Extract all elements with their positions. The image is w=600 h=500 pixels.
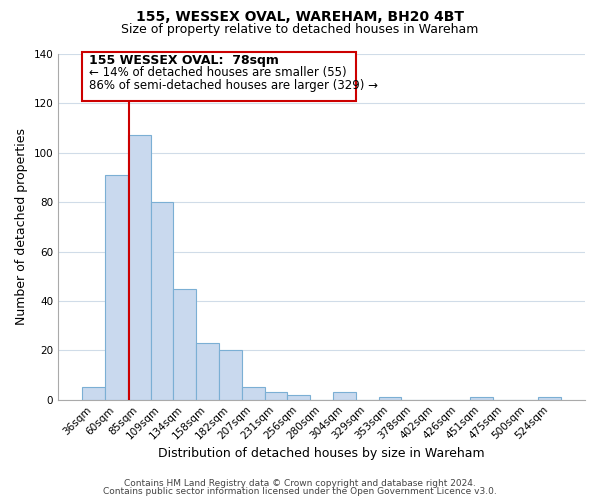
Text: Contains public sector information licensed under the Open Government Licence v3: Contains public sector information licen…	[103, 487, 497, 496]
Bar	[82, 388, 105, 400]
Bar	[287, 395, 310, 400]
Bar	[242, 388, 265, 400]
Text: 155, WESSEX OVAL, WAREHAM, BH20 4BT: 155, WESSEX OVAL, WAREHAM, BH20 4BT	[136, 10, 464, 24]
Text: ← 14% of detached houses are smaller (55): ← 14% of detached houses are smaller (55…	[89, 66, 347, 80]
Text: Size of property relative to detached houses in Wareham: Size of property relative to detached ho…	[121, 22, 479, 36]
Bar	[470, 398, 493, 400]
Y-axis label: Number of detached properties: Number of detached properties	[15, 128, 28, 326]
Bar	[128, 136, 151, 400]
Bar	[196, 343, 219, 400]
Bar	[538, 398, 561, 400]
Text: 155 WESSEX OVAL:  78sqm: 155 WESSEX OVAL: 78sqm	[89, 54, 279, 67]
X-axis label: Distribution of detached houses by size in Wareham: Distribution of detached houses by size …	[158, 447, 485, 460]
Bar	[151, 202, 173, 400]
Text: 86% of semi-detached houses are larger (329) →: 86% of semi-detached houses are larger (…	[89, 78, 378, 92]
Bar	[219, 350, 242, 400]
Bar	[173, 288, 196, 400]
Bar	[105, 175, 128, 400]
Bar	[379, 398, 401, 400]
Text: Contains HM Land Registry data © Crown copyright and database right 2024.: Contains HM Land Registry data © Crown c…	[124, 478, 476, 488]
Bar	[265, 392, 287, 400]
Bar	[333, 392, 356, 400]
Bar	[82, 52, 356, 101]
